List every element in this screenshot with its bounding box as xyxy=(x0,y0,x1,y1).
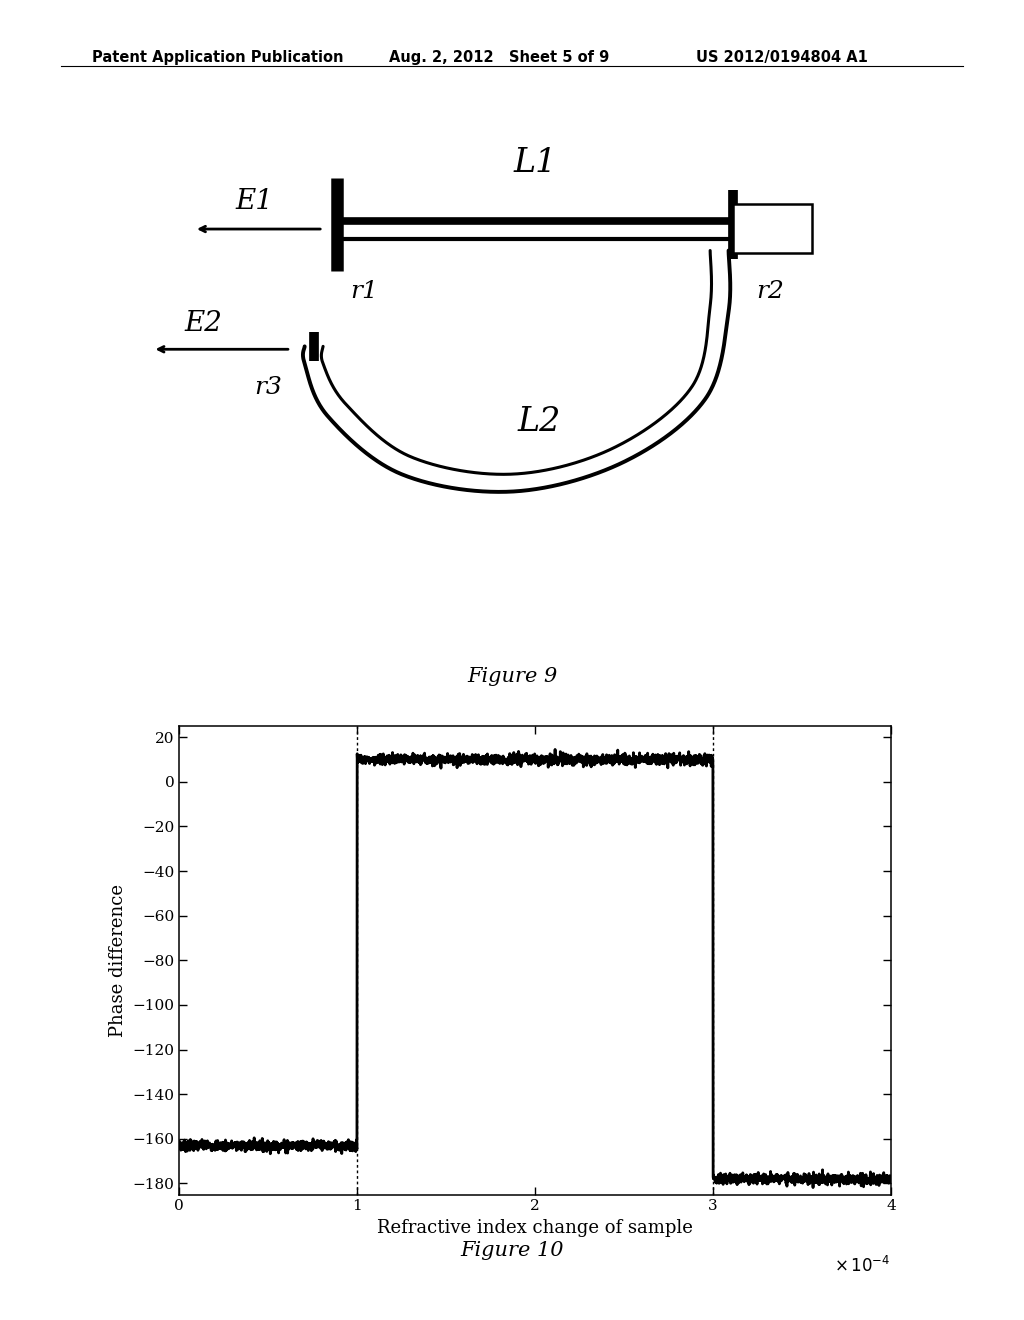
Bar xyxy=(733,205,812,253)
Text: E1: E1 xyxy=(236,187,272,215)
Text: US 2012/0194804 A1: US 2012/0194804 A1 xyxy=(696,50,868,65)
Text: E2: E2 xyxy=(184,310,222,337)
Text: Aug. 2, 2012   Sheet 5 of 9: Aug. 2, 2012 Sheet 5 of 9 xyxy=(389,50,609,65)
Text: L1: L1 xyxy=(513,148,557,180)
Text: $\times\,10^{-4}$: $\times\,10^{-4}$ xyxy=(835,1255,891,1275)
Text: r1: r1 xyxy=(350,280,379,302)
Text: Figure 9: Figure 9 xyxy=(467,667,557,685)
Y-axis label: Phase difference: Phase difference xyxy=(109,884,127,1036)
Text: L2: L2 xyxy=(518,405,561,438)
Text: Figure 10: Figure 10 xyxy=(460,1241,564,1259)
Text: Patent Application Publication: Patent Application Publication xyxy=(92,50,344,65)
Text: r2: r2 xyxy=(757,280,784,302)
X-axis label: Refractive index change of sample: Refractive index change of sample xyxy=(377,1218,693,1237)
Text: r3: r3 xyxy=(254,375,282,399)
